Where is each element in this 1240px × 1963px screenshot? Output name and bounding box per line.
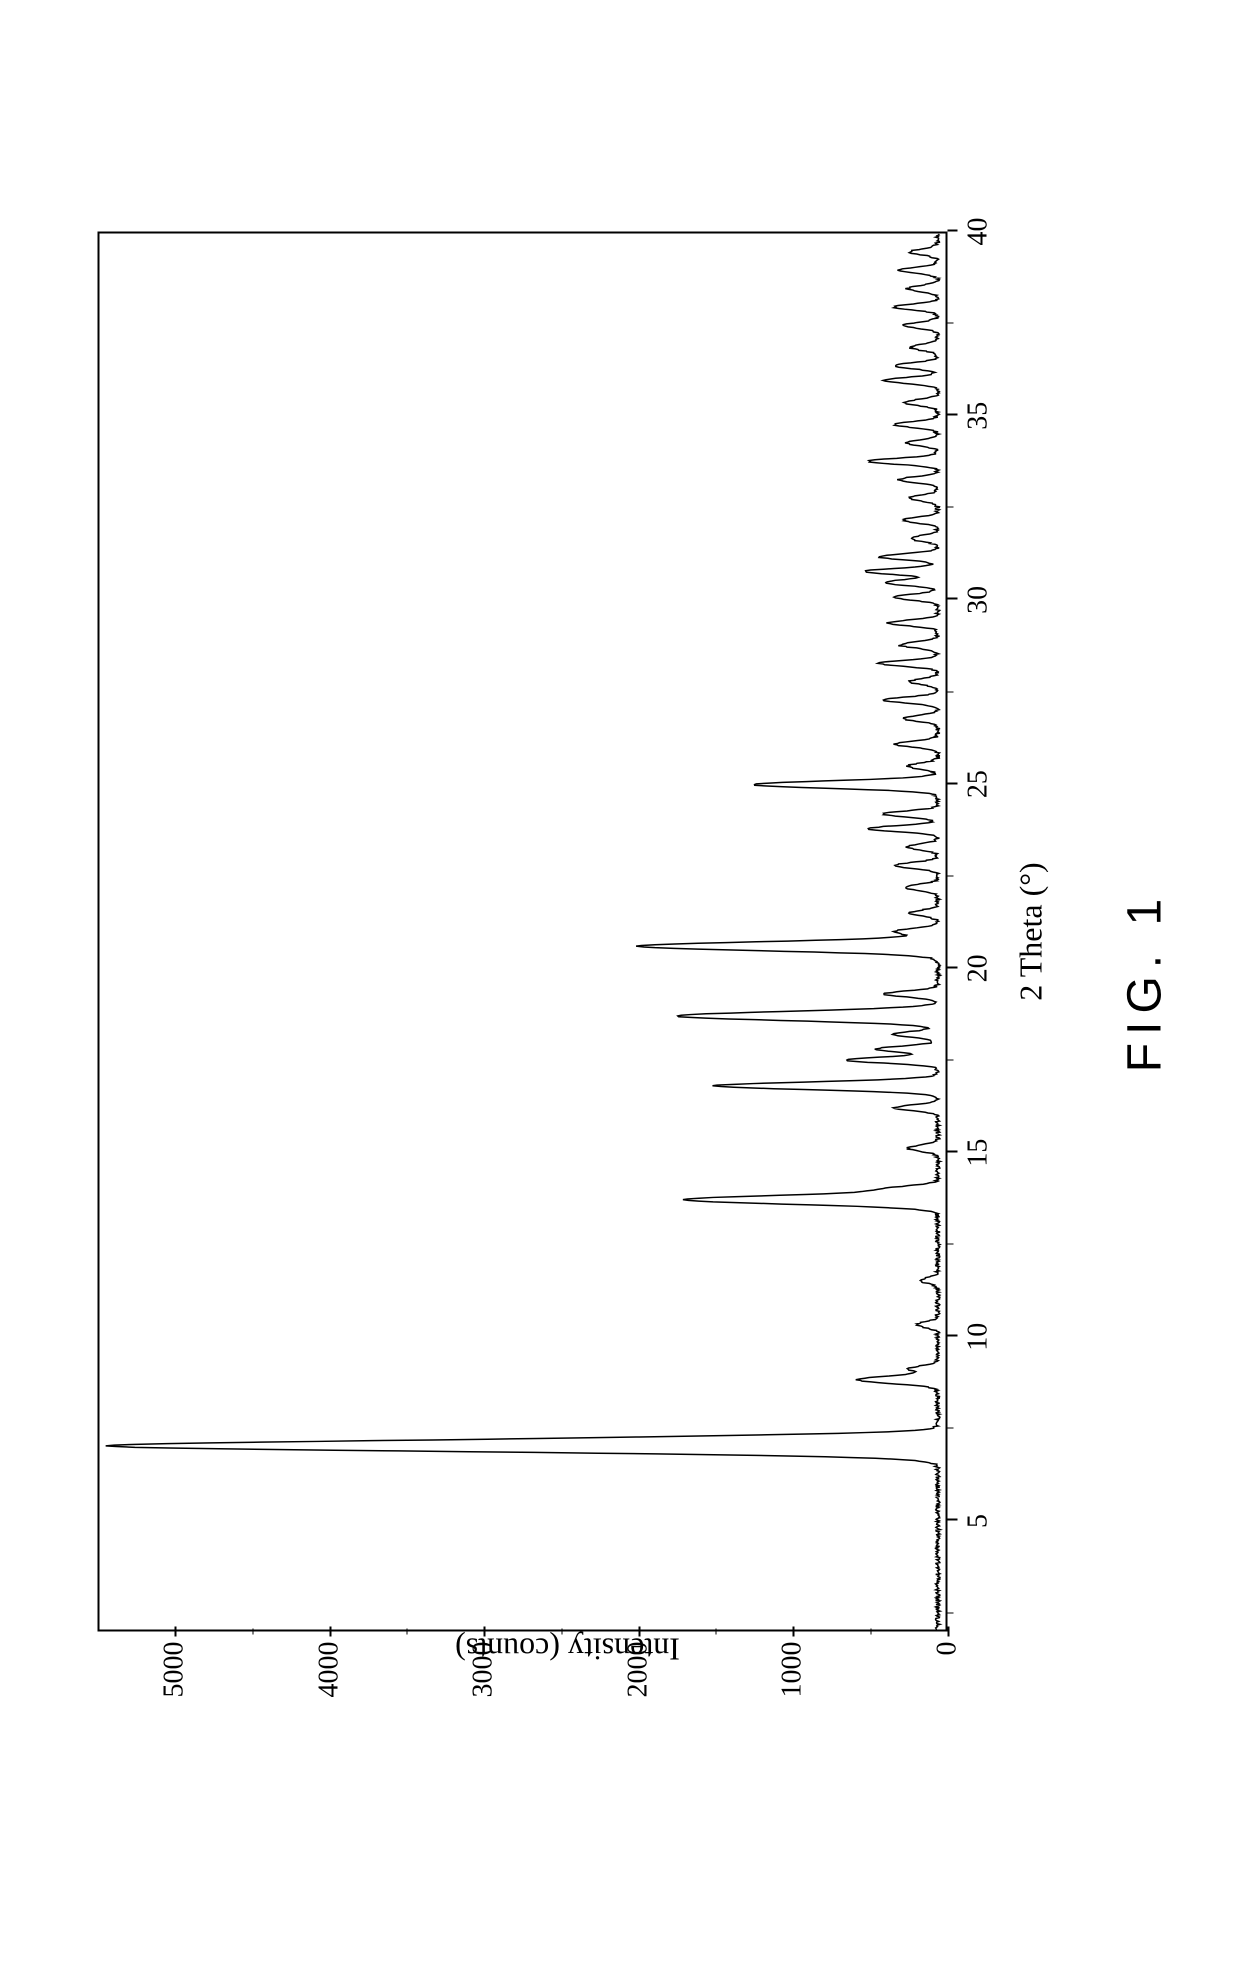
y-tick-minor <box>870 1629 871 1635</box>
y-tick-label: 2000 <box>622 1642 654 1722</box>
x-tick-label: 40 <box>963 218 995 246</box>
y-tick-label: 4000 <box>313 1642 345 1722</box>
y-tick-minor <box>561 1629 562 1635</box>
x-tick-minor <box>948 1428 954 1429</box>
y-tick-minor <box>252 1629 253 1635</box>
x-tick <box>948 1519 958 1521</box>
x-tick <box>948 966 958 968</box>
x-tick <box>948 782 958 784</box>
xrd-pattern-line <box>100 234 946 1630</box>
x-tick-minor <box>948 1059 954 1060</box>
y-tick-label: 1000 <box>777 1642 809 1722</box>
plot-area <box>98 232 948 1632</box>
figure-caption: FIG. 1 <box>1118 891 1173 1072</box>
y-tick-minor <box>407 1629 408 1635</box>
x-tick-minor <box>948 1612 954 1613</box>
x-tick-minor <box>948 507 954 508</box>
figure-wrapper: Intensity (counts) 2 Theta (°) 010002000… <box>68 182 1173 1782</box>
x-tick-label: 5 <box>963 1514 995 1528</box>
y-tick <box>793 1627 795 1637</box>
x-tick-minor <box>948 875 954 876</box>
x-tick <box>948 1335 958 1337</box>
y-tick <box>175 1627 177 1637</box>
x-tick <box>948 230 958 232</box>
y-tick <box>948 1627 950 1637</box>
x-tick-label: 35 <box>963 402 995 430</box>
x-tick <box>948 414 958 416</box>
x-tick <box>948 598 958 600</box>
x-tick-label: 10 <box>963 1323 995 1351</box>
x-tick-label: 30 <box>963 586 995 614</box>
x-tick-minor <box>948 1244 954 1245</box>
x-tick-label: 20 <box>963 954 995 982</box>
y-tick-minor <box>716 1629 717 1635</box>
x-tick-label: 25 <box>963 770 995 798</box>
x-tick-minor <box>948 691 954 692</box>
y-tick <box>484 1627 486 1637</box>
y-tick <box>329 1627 331 1637</box>
xrd-chart: Intensity (counts) 2 Theta (°) 010002000… <box>68 182 1068 1782</box>
x-axis-label: 2 Theta (°) <box>1013 232 1050 1632</box>
x-tick <box>948 1151 958 1153</box>
x-tick-label: 15 <box>963 1139 995 1167</box>
y-tick-label: 0 <box>932 1642 964 1722</box>
y-tick-label: 3000 <box>468 1642 500 1722</box>
y-tick <box>638 1627 640 1637</box>
y-tick-label: 5000 <box>159 1642 191 1722</box>
x-tick-minor <box>948 323 954 324</box>
